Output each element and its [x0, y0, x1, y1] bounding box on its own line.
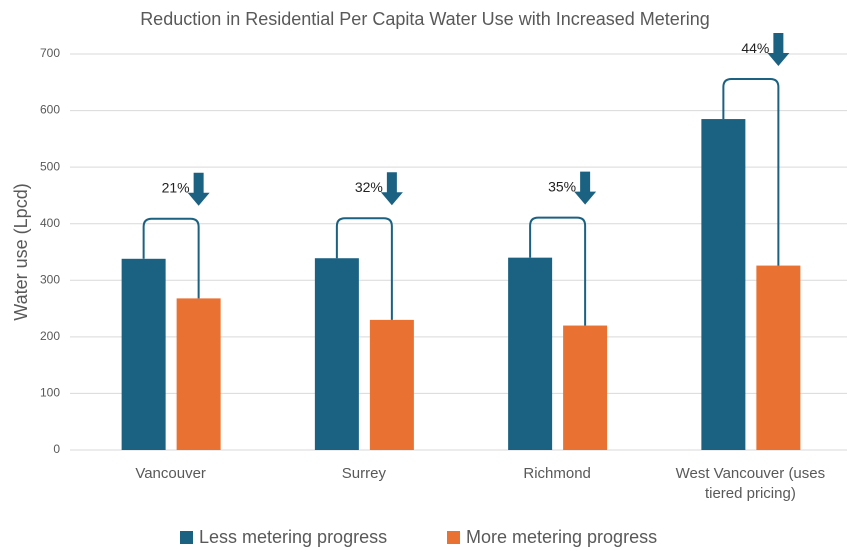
y-tick-label: 500: [40, 159, 60, 173]
x-tick-label: Richmond: [523, 465, 591, 482]
legend-swatch: [447, 531, 460, 544]
y-tick-label: 200: [40, 329, 60, 343]
bracket: [335, 217, 393, 320]
arrow-icon: [574, 171, 597, 205]
x-tick-label: Surrey: [341, 465, 386, 482]
bracket: [529, 216, 587, 326]
y-axis-label: Water use (Lpcd): [11, 183, 31, 320]
y-tick-label: 100: [40, 386, 60, 400]
y-tick-label: 600: [40, 103, 60, 117]
annotation: 32%: [355, 179, 383, 195]
arrow-icon: [187, 172, 210, 206]
bar: [756, 265, 801, 450]
bracket: [722, 78, 780, 266]
x-tick-label: Vancouver: [135, 465, 206, 482]
annotation: 21%: [162, 179, 190, 195]
x-tick-label: West Vancouver (uses tiered pricing): [675, 465, 826, 502]
bar: [701, 119, 746, 451]
chart-title: Reduction in Residential Per Capita Wate…: [140, 9, 710, 29]
y-tick-label: 0: [53, 442, 60, 456]
arrow-icon: [380, 172, 403, 206]
bar: [314, 258, 359, 450]
bar: [176, 298, 221, 450]
y-tick-label: 400: [40, 216, 60, 230]
arrow-icon: [767, 33, 790, 67]
legend-label: More metering progress: [466, 527, 657, 547]
legend-swatch: [180, 531, 193, 544]
y-tick-label: 300: [40, 272, 60, 286]
bar: [121, 258, 166, 450]
annotation: 44%: [741, 40, 769, 56]
legend-label: Less metering progress: [199, 527, 387, 547]
bar: [369, 319, 414, 450]
bar: [508, 257, 553, 450]
bar: [563, 325, 608, 450]
bracket: [142, 217, 200, 299]
y-tick-label: 700: [40, 46, 60, 60]
annotation: 35%: [548, 178, 576, 194]
